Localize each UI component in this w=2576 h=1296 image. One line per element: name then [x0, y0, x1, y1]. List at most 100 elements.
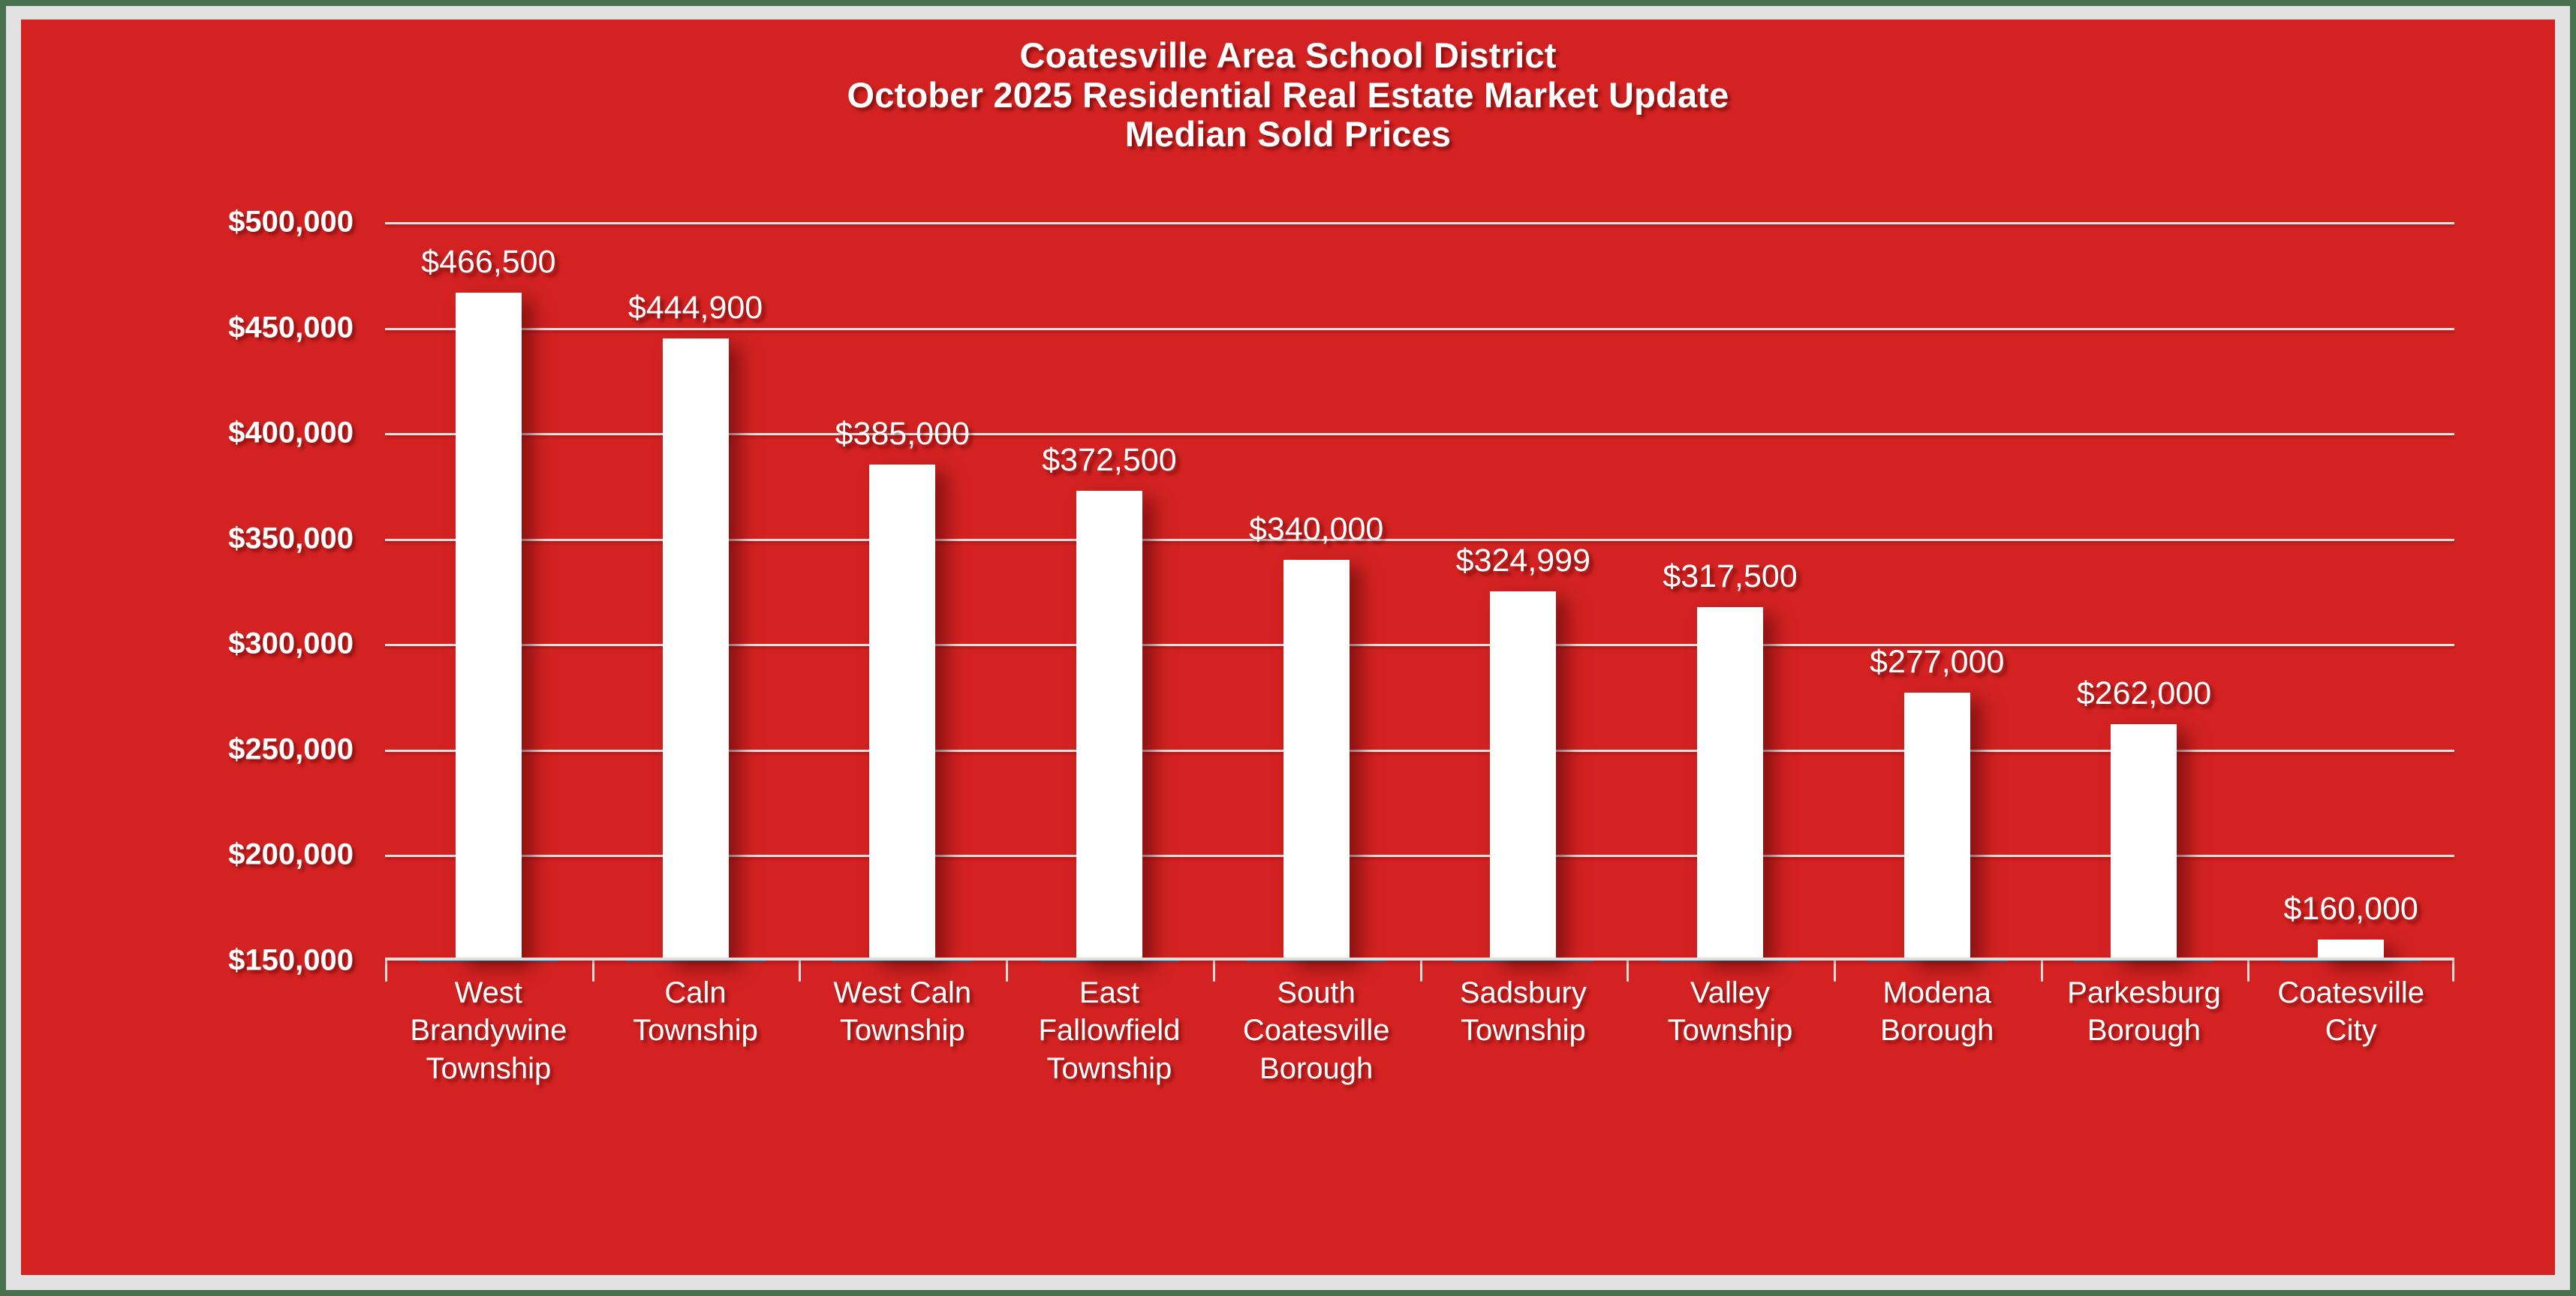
x-axis-category-label: West Brandywine Township	[410, 974, 567, 1087]
x-axis-category-label: Caln Township	[633, 974, 758, 1050]
bar-value-label: $385,000	[835, 416, 970, 453]
x-axis-category-line: Valley	[1690, 976, 1771, 1009]
bar-value-label: $372,500	[1042, 442, 1177, 479]
x-axis-tick	[1212, 961, 1215, 982]
bar-slot[interactable]: $466,500	[385, 222, 592, 962]
bar[interactable]	[869, 465, 936, 961]
y-axis-tick-label: $150,000	[228, 943, 354, 977]
gridline	[385, 855, 2454, 858]
gridline	[385, 538, 2454, 541]
y-axis-tick-label: $400,000	[228, 416, 354, 450]
x-axis-category-line: Township	[633, 1014, 758, 1048]
x-axis-category-line: West	[454, 976, 523, 1009]
bar-slot[interactable]: $324,999	[1419, 222, 1627, 982]
x-axis-category-line: City	[2325, 1014, 2377, 1048]
bar-slot[interactable]: $444,900	[591, 222, 799, 982]
bar-value-label: $277,000	[1870, 643, 2005, 680]
x-axis-category-line: Sadsbury	[1459, 976, 1587, 1009]
bar-series: $466,500 $444,900 $385,000 $372,500 $340,000…	[385, 222, 2454, 982]
x-axis-tick	[799, 961, 802, 982]
y-axis-labels: $500,000 $450,000 $400,000 $350,000 $300,000…	[21, 206, 370, 977]
x-axis-category-line: Brandywine	[410, 1014, 567, 1048]
bar-slot[interactable]: $372,500	[1006, 222, 1213, 982]
gridline	[385, 644, 2454, 647]
x-axis-category-label: West Caln Township	[833, 974, 971, 1050]
y-axis-tick-label: $450,000	[228, 311, 354, 344]
x-axis-category-label: East Fallowfield Township	[1038, 974, 1180, 1087]
bar-value-label: $262,000	[2076, 675, 2212, 712]
bar-slot[interactable]: $262,000	[2040, 222, 2248, 982]
gridline	[385, 433, 2454, 436]
x-axis-category-label: Modena Borough	[1880, 974, 1994, 1050]
x-axis-category-label: Valley Township	[1668, 974, 1793, 1050]
bar-value-label: $340,000	[1248, 510, 1384, 547]
x-axis-tick	[2247, 961, 2250, 982]
chart-panel: Coatesville Area School District October…	[21, 20, 2555, 1275]
x-axis-category-line: Township	[1046, 1051, 1172, 1085]
x-axis-tick	[2040, 961, 2043, 982]
outer-frame: Coatesville Area School District October…	[6, 6, 2570, 1290]
x-axis-tick	[591, 961, 594, 982]
bar[interactable]	[662, 338, 729, 961]
title-line-1: Coatesville Area School District	[1019, 35, 1557, 75]
x-axis-category-line: South	[1277, 976, 1356, 1009]
x-axis-tick	[1833, 961, 1836, 982]
x-axis-category-line: Caln	[664, 976, 727, 1009]
x-axis-category-line: Coatesville	[2277, 976, 2424, 1009]
bar[interactable]	[1076, 491, 1142, 961]
plot-area: $466,500 $444,900 $385,000 $372,500 $340,000…	[385, 222, 2454, 982]
x-axis-category-line: East	[1079, 976, 1139, 1009]
bar-slot[interactable]: $160,000	[2247, 222, 2454, 982]
bar[interactable]	[1490, 591, 1557, 961]
bar-value-label: $466,500	[421, 244, 556, 281]
bar[interactable]	[455, 293, 522, 961]
gridline	[385, 749, 2454, 752]
x-axis-category-label: Sadsbury Township	[1460, 974, 1587, 1050]
bar-value-label: $317,500	[1663, 558, 1798, 595]
x-axis-category-line: Township	[1460, 1014, 1586, 1048]
x-axis-tick	[1006, 961, 1009, 982]
bar[interactable]	[2111, 724, 2177, 961]
title-line-2: October 2025 Residential Real Estate Mar…	[847, 74, 1729, 115]
bar[interactable]	[2318, 939, 2385, 961]
x-axis-tick	[1419, 961, 1422, 982]
x-axis-category-line: Borough	[2087, 1014, 2201, 1048]
x-axis-line	[385, 958, 2454, 961]
x-axis-labels: West Brandywine Township Caln Township West C…	[385, 974, 2454, 1184]
bar[interactable]	[1903, 692, 1970, 961]
bar-slot[interactable]: $385,000	[799, 222, 1006, 982]
x-axis-category-label: South Coatesville Borough	[1243, 974, 1390, 1087]
x-axis-category-line: Borough	[1880, 1014, 1994, 1048]
x-axis-category-line: Township	[839, 1014, 965, 1048]
gridline	[385, 327, 2454, 330]
x-axis-category-line: Township	[1667, 1014, 1793, 1048]
x-axis-tick	[385, 961, 387, 982]
y-axis-tick-label: $250,000	[228, 732, 354, 766]
y-axis-tick-label: $300,000	[228, 627, 354, 660]
bar-value-label: $160,000	[2283, 890, 2418, 927]
bar[interactable]	[1697, 607, 1764, 961]
x-axis-category-line: Coatesville	[1242, 1014, 1390, 1048]
bar-slot[interactable]: $277,000	[1833, 222, 2041, 982]
bar-value-label: $444,900	[627, 289, 763, 326]
y-axis-tick-label: $200,000	[228, 837, 354, 871]
x-axis-category-label: Parkesburg Borough	[2067, 974, 2221, 1050]
x-axis-category-label: Coatesville City	[2277, 974, 2424, 1050]
bar-slot[interactable]: $340,000	[1212, 222, 1420, 982]
x-axis-category-line: Borough	[1259, 1051, 1374, 1085]
x-axis-category-line: Modena	[1882, 976, 1992, 1009]
chart-title: Coatesville Area School District October…	[21, 35, 2555, 155]
bar-slot[interactable]: $317,500	[1627, 222, 1834, 982]
x-axis-tick	[2452, 961, 2454, 982]
y-axis-tick-label: $350,000	[228, 522, 354, 555]
bar-value-label: $324,999	[1455, 543, 1591, 579]
x-axis-category-line: Parkesburg	[2067, 976, 2221, 1009]
title-line-3: Median Sold Prices	[1124, 114, 1452, 155]
x-axis-category-line: West Caln	[833, 976, 972, 1009]
y-axis-tick-label: $500,000	[228, 205, 354, 239]
bar[interactable]	[1283, 559, 1350, 961]
gridline	[385, 222, 2454, 224]
x-axis-tick	[1627, 961, 1630, 982]
x-axis-category-line: Township	[426, 1051, 552, 1085]
